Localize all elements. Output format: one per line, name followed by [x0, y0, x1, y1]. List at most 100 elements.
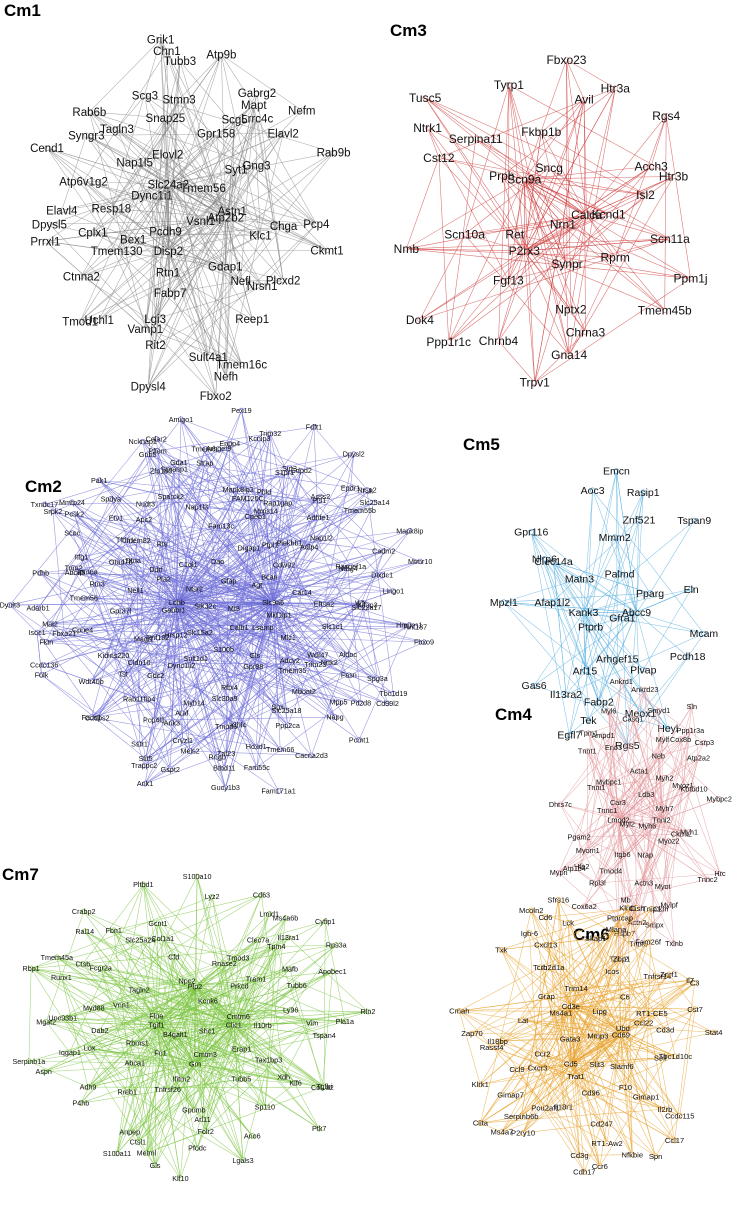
edge [205, 448, 274, 603]
edge [134, 117, 166, 163]
node-cdw92 [281, 562, 287, 568]
node-label: Ankrd1 [610, 677, 633, 686]
edge [225, 133, 284, 218]
node-label: Cxcl13 [534, 940, 557, 949]
edge [147, 118, 258, 387]
node-mapk8ip [406, 528, 413, 534]
node-fam120c [245, 495, 251, 502]
node-label: Cd96 [582, 1089, 600, 1098]
edge [508, 84, 510, 281]
node-label: Rab9b [317, 148, 351, 160]
edge [178, 54, 222, 100]
edge [86, 135, 169, 185]
node-label: Celar2 [146, 434, 167, 443]
edge [224, 548, 250, 769]
node-fbxo21 [61, 630, 68, 637]
node-eftsa2 [321, 601, 327, 607]
edge [116, 95, 146, 129]
node-otud7b [117, 559, 124, 565]
node-label: Klrk1 [472, 1080, 489, 1089]
node-label: Fdft1 [306, 422, 322, 431]
node-acch3 [648, 163, 654, 170]
node-label: Slc30a9 [212, 694, 238, 703]
node-label: Fkbp1b [521, 125, 561, 139]
edge [176, 438, 260, 603]
node-rasgef1a [347, 563, 354, 570]
node-label: Ctnna2 [63, 271, 100, 283]
edge [225, 119, 235, 377]
edge [9, 441, 143, 606]
edge [83, 181, 226, 218]
edge [120, 610, 257, 747]
node-label: Tubb3 [164, 56, 196, 68]
node-snap25 [162, 115, 169, 121]
node-label: Sstr1 [131, 739, 148, 748]
node-label: Slit5 [139, 754, 153, 763]
node-label: Plcxd2 [266, 275, 301, 287]
edge [82, 629, 239, 725]
edge [223, 472, 285, 650]
node-label: Rasip1 [627, 487, 660, 499]
edge [649, 520, 695, 594]
edge [168, 184, 226, 267]
node-label: Myom1 [576, 846, 600, 855]
edge [82, 629, 425, 643]
edge [44, 602, 177, 666]
node-label: Fbxo9 [414, 638, 434, 647]
edge [37, 608, 171, 770]
edge [176, 502, 375, 603]
edge [179, 61, 227, 218]
node-label: Dpysl2 [343, 450, 365, 459]
edge [406, 157, 440, 249]
node-label: Tmem16c [216, 359, 267, 371]
node-cryzl1 [180, 737, 186, 744]
node-label: Acta1 [630, 767, 649, 776]
node-label: Clic1 [226, 1021, 242, 1030]
edge [176, 463, 206, 603]
edge [360, 550, 384, 604]
node-sox [274, 704, 281, 711]
edges-cm3 [406, 59, 691, 383]
edge [176, 602, 191, 752]
nodes-cm2: Mt3 Stk32c Gfap Calb1 Ntsr2 Agt Slc15a2 Dao Lsam… [0, 406, 434, 795]
edge [300, 470, 384, 552]
edge [116, 128, 169, 251]
node-label: Slc9a6 [262, 598, 284, 607]
edge [221, 54, 255, 106]
node-nap1l2 [318, 535, 325, 541]
node-tmem130 [113, 248, 120, 254]
node-wdr40b [88, 678, 94, 685]
edge [419, 238, 670, 320]
node-label: Tmem130 [91, 246, 143, 258]
edge [98, 250, 169, 321]
node-label: Pdzd8 [351, 699, 371, 708]
node-label: Arl11 [194, 1115, 210, 1124]
edge [86, 135, 328, 251]
edge [347, 568, 362, 704]
edge [147, 454, 274, 603]
node-label: Dynlt3 [0, 601, 20, 610]
node-tmem35 [289, 667, 296, 674]
edge [614, 537, 637, 613]
node-prph [498, 173, 505, 179]
node-label: Trpv1 [520, 376, 551, 390]
edge [43, 1063, 196, 1072]
edge [50, 602, 177, 625]
node-label: Cpne4 [72, 625, 93, 634]
node-dpysl4 [145, 383, 151, 390]
node-chrna3 [582, 329, 589, 335]
edge [168, 105, 255, 251]
edge [448, 176, 674, 343]
node-label: Sult1d1 [184, 654, 208, 663]
node-label: Cd63 [253, 890, 270, 899]
node-label: Ndrg4 [338, 564, 358, 573]
edge [498, 214, 587, 342]
node-label: Aspn [36, 1067, 52, 1076]
edge [143, 448, 206, 640]
node-tbc1d19 [390, 690, 397, 697]
node-label: Tmod3 [227, 953, 249, 962]
node-label: Myh7 [656, 804, 674, 813]
node-tmem16c [238, 361, 245, 368]
edge [176, 602, 394, 694]
node-strap [202, 460, 208, 466]
